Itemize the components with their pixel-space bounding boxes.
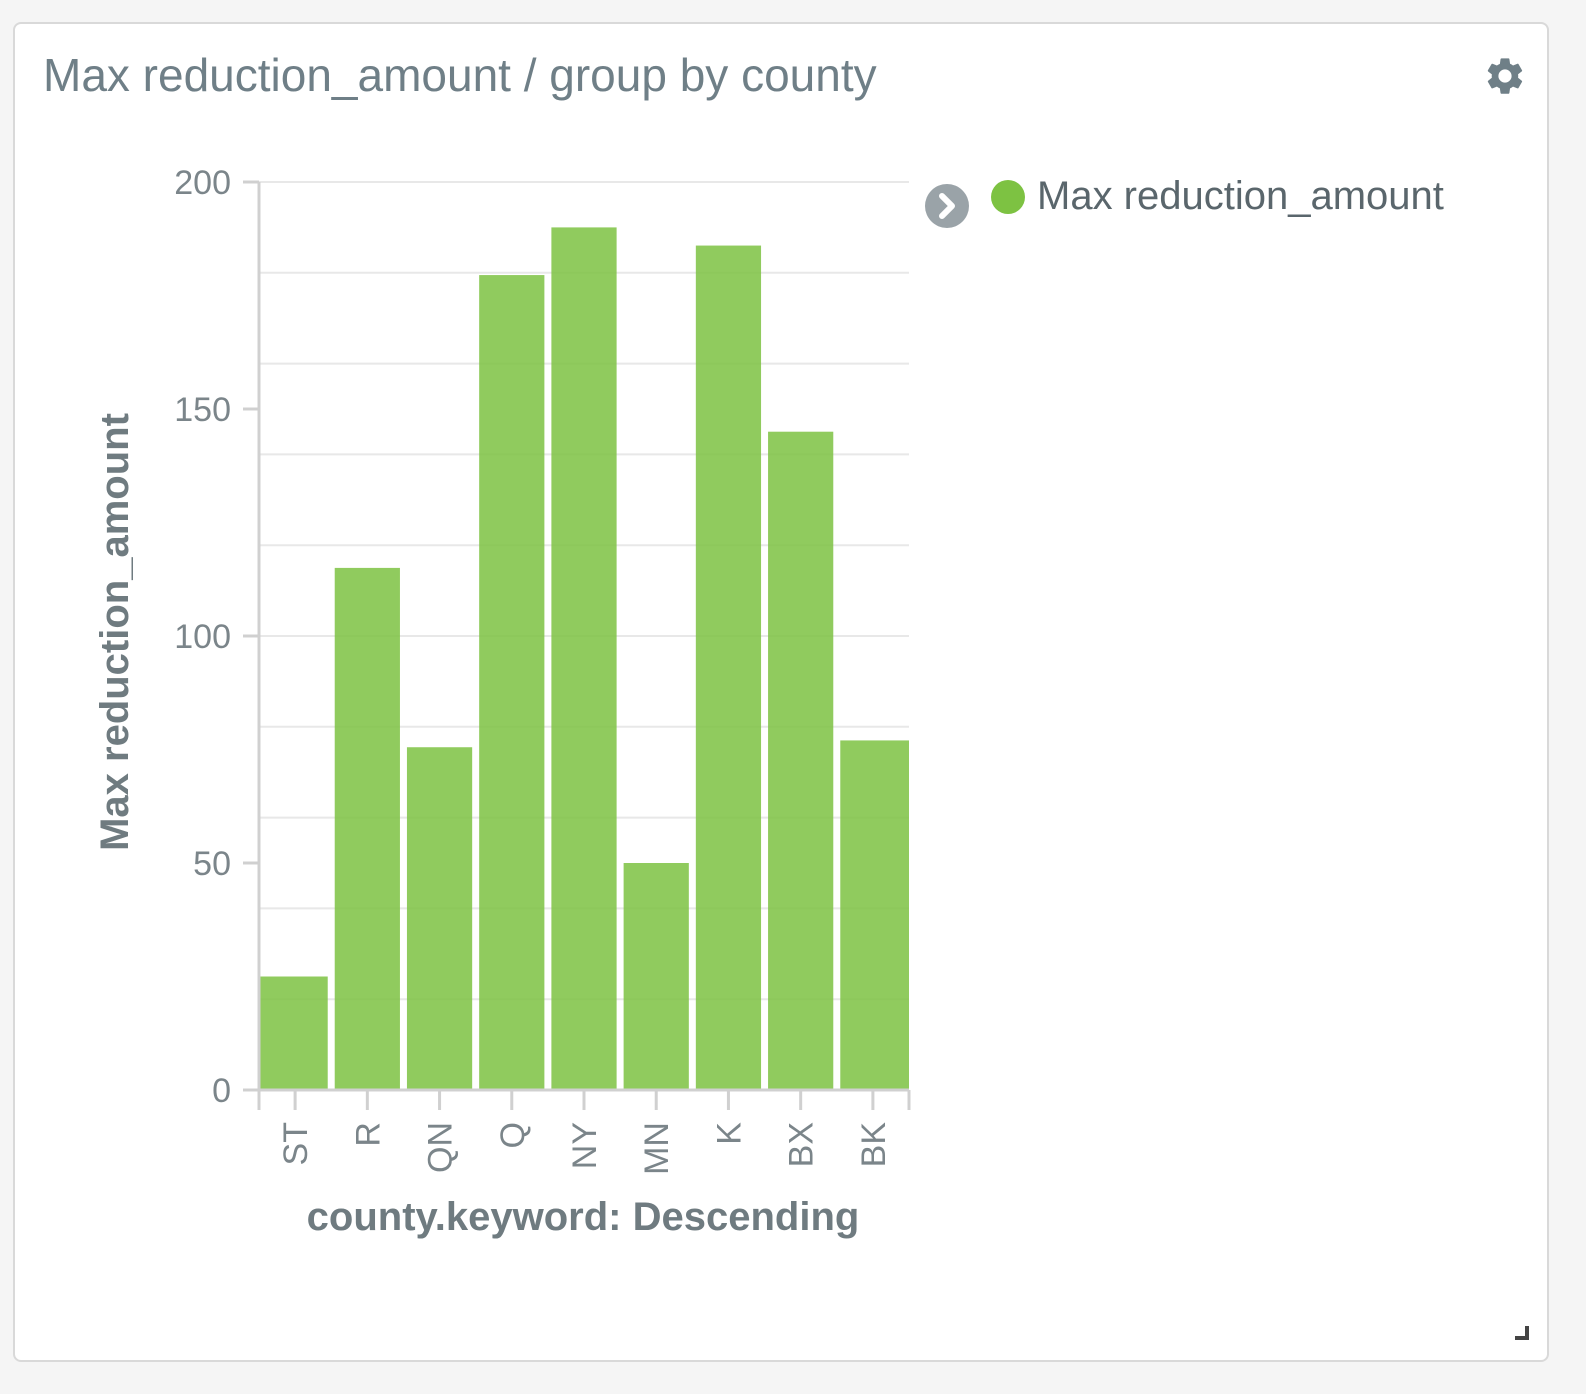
y-axis-title: Max reduction_amount: [93, 413, 137, 851]
bar-k[interactable]: [695, 245, 762, 1090]
x-tick-label: QN: [422, 1122, 460, 1173]
x-tick-label: K: [710, 1122, 748, 1145]
legend-item[interactable]: Max reduction_amount: [991, 174, 1444, 219]
y-tick-label: 150: [174, 391, 231, 429]
bar-chart: 0 50 100 150 200 ST R QN Q NY MN K BX BK Max reductio…: [93, 164, 911, 1239]
x-tick-label: Q: [494, 1122, 532, 1148]
resize-handle-icon[interactable]: [1513, 1324, 1531, 1342]
x-tick-label: R: [349, 1122, 387, 1147]
legend-label: Max reduction_amount: [1037, 174, 1444, 218]
y-tick-label: 50: [193, 845, 231, 883]
bar-ny[interactable]: [551, 227, 617, 1090]
x-tick-label: NY: [566, 1122, 604, 1169]
bar-st[interactable]: [259, 976, 328, 1091]
x-tick-label: MN: [638, 1122, 676, 1175]
bar-qn[interactable]: [406, 747, 473, 1090]
x-axis-title: county.keyword: Descending: [307, 1195, 860, 1239]
bar-q[interactable]: [479, 275, 545, 1090]
bar-bk[interactable]: [840, 740, 909, 1090]
x-tick-label: BX: [783, 1122, 821, 1167]
panel-title: Max reduction_amount / group by county: [43, 49, 877, 101]
x-tick-label: BK: [855, 1122, 893, 1168]
y-tick-label: 200: [174, 164, 231, 202]
y-tick-label: 0: [212, 1072, 231, 1110]
visualization-panel: Max reduction_amount / group by county 0…: [13, 22, 1549, 1362]
axes: 0 50 100 150 200 ST R QN Q NY MN K BX BK: [174, 164, 911, 1175]
gear-icon[interactable]: [1483, 54, 1527, 98]
legend-color-dot: [991, 179, 1025, 214]
y-tick-label: 100: [174, 618, 231, 656]
chevron-right-icon[interactable]: [923, 182, 971, 230]
x-tick-label: ST: [277, 1122, 315, 1165]
bar-r[interactable]: [334, 567, 400, 1090]
bars: [259, 227, 909, 1090]
bar-bx[interactable]: [768, 431, 834, 1090]
bar-mn[interactable]: [623, 863, 689, 1090]
